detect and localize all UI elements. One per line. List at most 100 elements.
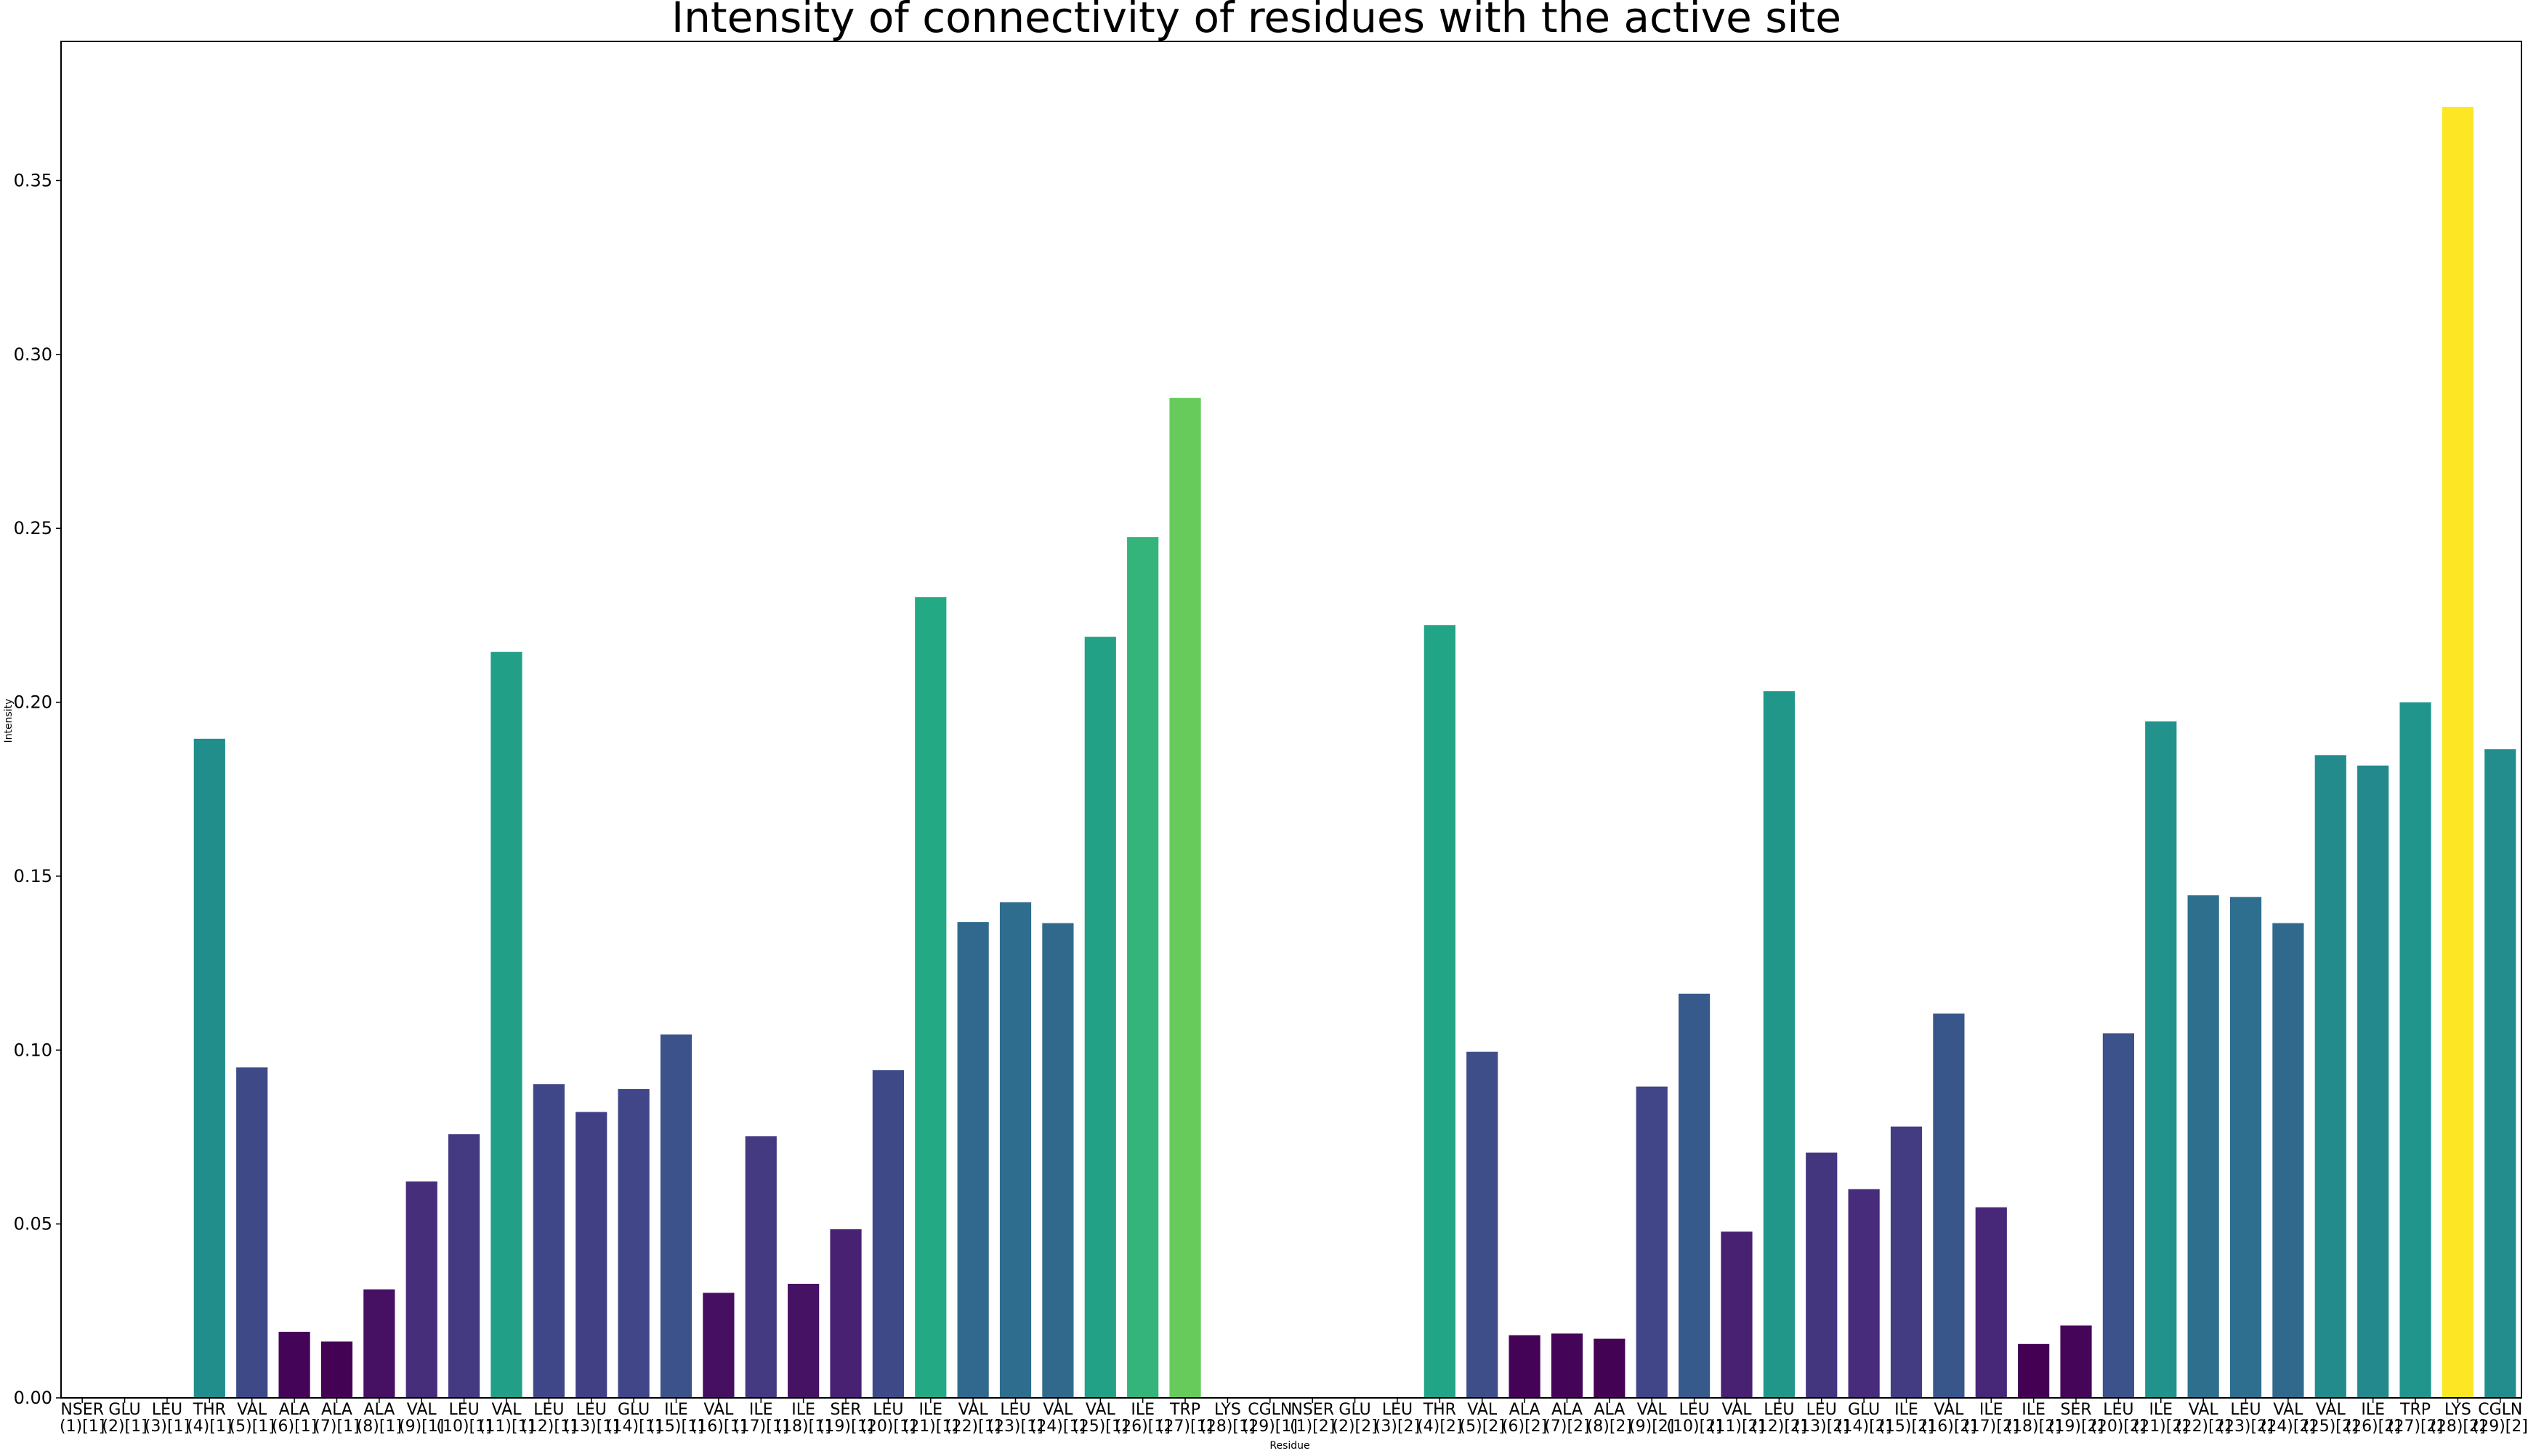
x-axis-label: Residue	[1269, 1440, 1309, 1452]
x-tick-label: (22)[1]	[945, 1417, 1001, 1436]
x-tick-label: (22)[2]	[2176, 1417, 2231, 1436]
bar	[999, 902, 1032, 1398]
x-tick-label: LEU	[1679, 1401, 1709, 1419]
x-tick-label: (26)[2]	[2346, 1417, 2401, 1436]
x-tick-label: ALA	[1509, 1401, 1540, 1419]
x-tick-label: (28)[2]	[2430, 1417, 2485, 1436]
x-axis: NSER(1)[1]GLU(2)[1]LEU(3)[1]THR(4)[1]VAL…	[60, 1398, 2528, 1436]
x-tick-label: CGLN	[1248, 1401, 1292, 1419]
x-tick-label: LYS	[2444, 1401, 2471, 1419]
y-tick-label: 0.05	[14, 1214, 52, 1234]
x-tick-label: (10)[2]	[1666, 1417, 1721, 1436]
y-tick-label: 0.15	[14, 866, 52, 886]
x-tick-label: ILE	[791, 1401, 815, 1419]
bar	[2018, 1343, 2050, 1398]
bar	[2187, 895, 2219, 1398]
bar	[448, 1134, 480, 1398]
x-tick-label: (10)[1]	[436, 1417, 491, 1436]
bar	[2399, 702, 2431, 1398]
x-tick-label: (3)[2]	[1375, 1417, 1420, 1436]
x-tick-label: (18)[1]	[775, 1417, 831, 1436]
x-tick-label: ILE	[2361, 1401, 2385, 1419]
x-tick-label: NSER	[1291, 1401, 1334, 1419]
x-tick-label: (19)[2]	[2048, 1417, 2104, 1436]
x-tick-label: (16)[2]	[1921, 1417, 1976, 1436]
x-tick-label: (6)[2]	[1502, 1417, 1547, 1436]
x-tick-label: LYS	[1214, 1401, 1241, 1419]
bar	[2484, 749, 2516, 1398]
x-tick-label: (11)[1]	[479, 1417, 534, 1436]
x-tick-label: NSER	[60, 1401, 104, 1419]
bar	[533, 1084, 565, 1398]
x-tick-label: TRP	[2399, 1401, 2431, 1419]
bar	[405, 1181, 437, 1398]
x-tick-label: LEU	[533, 1401, 564, 1419]
x-tick-label: (18)[2]	[2006, 1417, 2061, 1436]
x-tick-label: GLU	[108, 1401, 140, 1419]
x-tick-label: (9)[2]	[1629, 1417, 1674, 1436]
bar	[1806, 1152, 1838, 1398]
x-tick-label: (24)[2]	[2261, 1417, 2316, 1436]
x-tick-label: (23)[1]	[988, 1417, 1043, 1436]
x-tick-label: LEU	[873, 1401, 903, 1419]
x-tick-label: (7)[2]	[1544, 1417, 1589, 1436]
x-tick-label: LEU	[152, 1401, 182, 1419]
y-tick-label: 0.30	[14, 344, 52, 365]
x-tick-label: ILE	[918, 1401, 942, 1419]
x-tick-label: ILE	[1979, 1401, 2003, 1419]
x-tick-label: VAL	[703, 1401, 734, 1419]
x-tick-label: ILE	[2149, 1401, 2173, 1419]
bar	[2272, 923, 2304, 1398]
x-tick-label: (5)[1]	[230, 1417, 275, 1436]
y-tick-label: 0.10	[14, 1040, 52, 1060]
x-tick-label: (17)[1]	[733, 1417, 788, 1436]
x-tick-label: (14)[1]	[606, 1417, 661, 1436]
x-tick-label: VAL	[407, 1401, 437, 1419]
x-tick-label: (5)[2]	[1460, 1417, 1505, 1436]
bar	[1084, 636, 1116, 1398]
bar	[1679, 993, 1711, 1398]
x-tick-label: (4)[2]	[1417, 1417, 1462, 1436]
x-tick-label: (8)[1]	[357, 1417, 402, 1436]
x-tick-label: LEU	[448, 1401, 479, 1419]
x-tick-label: (4)[1]	[187, 1417, 232, 1436]
x-tick-label: CGLN	[2478, 1401, 2522, 1419]
x-tick-label: (21)[1]	[903, 1417, 958, 1436]
x-tick-label: VAL	[1934, 1401, 1964, 1419]
chart-title: Intensity of connectivity of residues wi…	[671, 0, 1841, 42]
x-tick-label: (8)[2]	[1587, 1417, 1632, 1436]
x-tick-label: LEU	[2230, 1401, 2261, 1419]
x-tick-label: LEU	[1000, 1401, 1030, 1419]
x-tick-label: (2)[2]	[1332, 1417, 1377, 1436]
bar	[278, 1332, 310, 1398]
x-tick-label: (15)[2]	[1878, 1417, 1934, 1436]
x-tick-label: (23)[2]	[2218, 1417, 2273, 1436]
x-tick-label: ALA	[321, 1401, 352, 1419]
x-tick-label: (19)[1]	[818, 1417, 873, 1436]
x-tick-label: (25)[1]	[1073, 1417, 1128, 1436]
bar	[1551, 1333, 1583, 1398]
x-tick-label: (25)[2]	[2303, 1417, 2358, 1436]
y-axis: 0.00 0.05 0.10 0.15 0.20 0.25 0.30 0.35	[14, 170, 61, 1408]
bar	[2314, 755, 2346, 1398]
y-tick-label: 0.00	[14, 1388, 52, 1408]
bar	[2060, 1325, 2092, 1398]
x-tick-label: LEU	[1382, 1401, 1413, 1419]
bar	[830, 1229, 862, 1398]
x-tick-label: ALA	[1594, 1401, 1625, 1419]
x-tick-label: (17)[2]	[1963, 1417, 2019, 1436]
bar	[1423, 625, 1455, 1398]
bar	[2229, 897, 2262, 1398]
x-tick-label: VAL	[958, 1401, 989, 1419]
x-tick-label: (7)[1]	[314, 1417, 359, 1436]
x-tick-label: (27)[2]	[2388, 1417, 2443, 1436]
y-tick-label: 0.20	[14, 692, 52, 713]
x-tick-label: ALA	[1551, 1401, 1583, 1419]
x-tick-label: (26)[1]	[1115, 1417, 1171, 1436]
x-tick-label: LEU	[1764, 1401, 1794, 1419]
x-tick-label: VAL	[2273, 1401, 2303, 1419]
bar	[1975, 1207, 2007, 1398]
x-tick-label: SER	[2060, 1401, 2091, 1419]
bar	[1636, 1086, 1668, 1398]
